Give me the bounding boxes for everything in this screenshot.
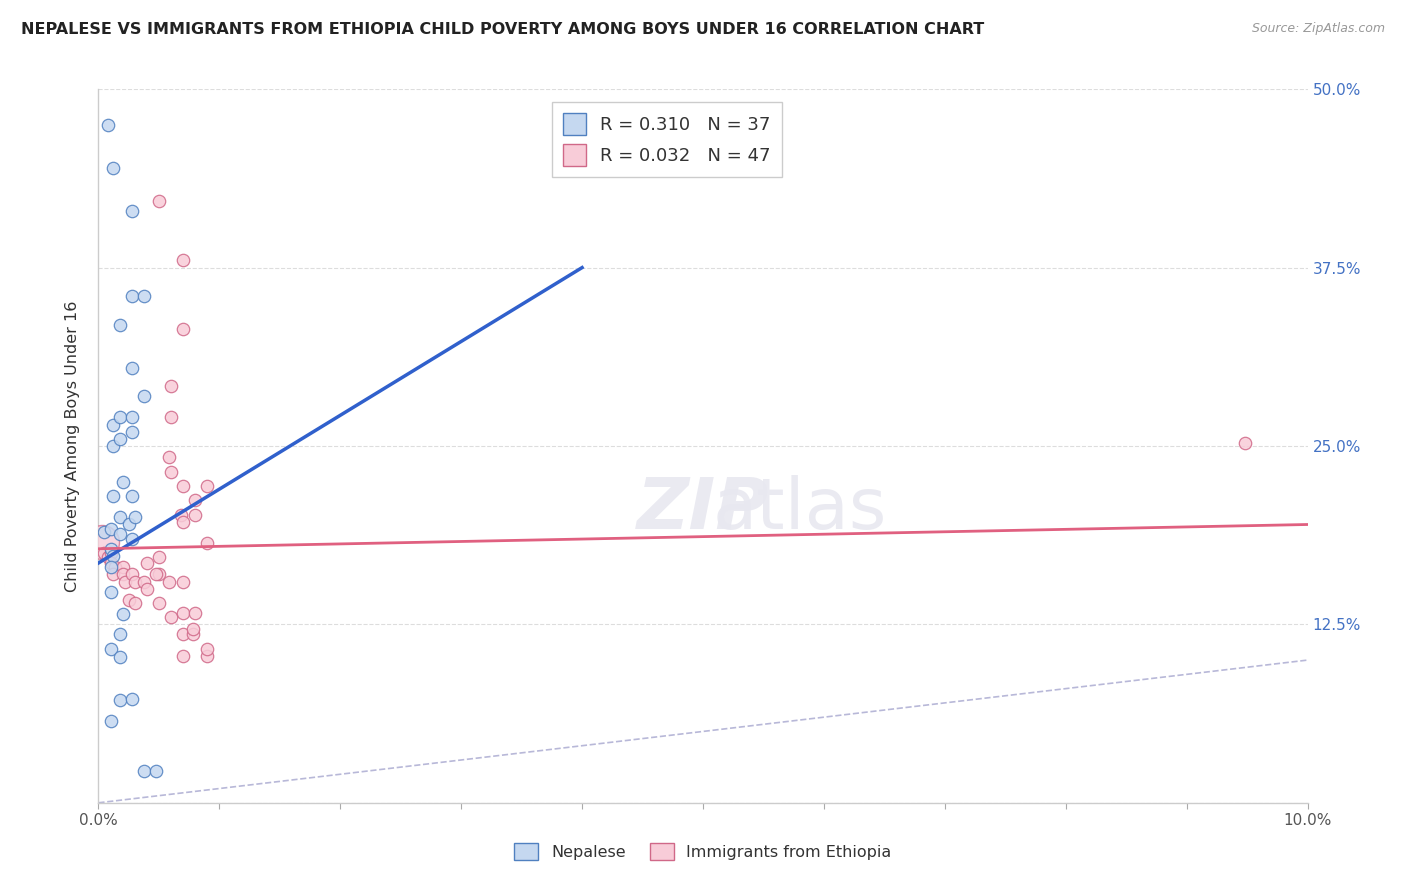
Point [108,318,131,332]
Point [145,764,167,779]
Point [172,574,194,589]
Point [172,606,194,620]
Point [100,714,122,729]
Point [100,541,122,556]
Point [148,567,170,582]
Point [104,560,127,574]
Point [195,648,218,663]
Point [121,567,143,582]
Point [160,379,183,393]
Point [100,560,122,574]
Point [184,606,207,620]
Text: Source: ZipAtlas.com: Source: ZipAtlas.com [1251,22,1385,36]
Point [148,550,170,565]
Point [108,527,131,541]
Point [101,439,124,453]
Point [172,322,194,336]
Point [93,524,115,539]
Point [101,417,124,432]
Point [160,410,183,425]
Point [181,627,204,641]
Point [172,648,194,663]
Point [100,641,122,656]
Point [121,489,143,503]
Point [169,508,191,522]
Point [135,556,157,570]
Point [184,493,207,508]
Point [172,479,194,493]
Point [134,289,156,303]
Point [195,536,218,550]
Point [145,567,167,582]
Legend: R = 0.310   N = 37, R = 0.032   N = 47: R = 0.310 N = 37, R = 0.032 N = 47 [551,102,782,177]
Point [160,465,183,479]
Point [121,203,143,218]
Point [101,489,124,503]
Point [121,289,143,303]
Point [124,596,146,610]
Point [148,194,170,208]
Point [101,567,124,582]
Point [134,389,156,403]
Point [111,567,134,582]
Point [111,607,134,622]
Point [124,510,146,524]
Point [195,479,218,493]
Legend: Nepalese, Immigrants from Ethiopia: Nepalese, Immigrants from Ethiopia [508,837,898,866]
Point [108,510,131,524]
Point [157,450,180,465]
Text: ZIP: ZIP [637,475,769,543]
Text: atlas: atlas [713,475,887,543]
Text: NEPALESE VS IMMIGRANTS FROM ETHIOPIA CHILD POVERTY AMONG BOYS UNDER 16 CORRELATI: NEPALESE VS IMMIGRANTS FROM ETHIOPIA CHI… [21,22,984,37]
Point [114,574,136,589]
Point [181,622,204,636]
Point [108,432,131,446]
Point [118,517,141,532]
Point [108,410,131,425]
Point [101,161,124,175]
Point [160,610,183,624]
Point [101,549,124,563]
Point [172,515,194,529]
Point [118,593,141,607]
Point [124,574,146,589]
Point [157,574,180,589]
Point [172,253,194,268]
Point [121,532,143,546]
Point [121,425,143,439]
Point [100,546,122,560]
Point [100,556,122,570]
Point [172,627,194,641]
Point [134,574,156,589]
Point [111,475,134,489]
Point [1233,436,1256,450]
Point [111,560,134,574]
Point [100,584,122,599]
Point [184,508,207,522]
Point [108,693,131,707]
Point [148,596,170,610]
Point [93,546,115,560]
Point [121,691,143,706]
Point [121,360,143,375]
Y-axis label: Child Poverty Among Boys Under 16: Child Poverty Among Boys Under 16 [65,301,80,591]
Point [100,522,122,536]
Point [108,627,131,641]
Point [91,534,114,549]
Point [135,582,157,596]
Point [121,410,143,425]
Point [97,550,120,565]
Point [195,641,218,656]
Point [108,650,131,665]
Point [97,118,120,132]
Point [134,764,156,779]
